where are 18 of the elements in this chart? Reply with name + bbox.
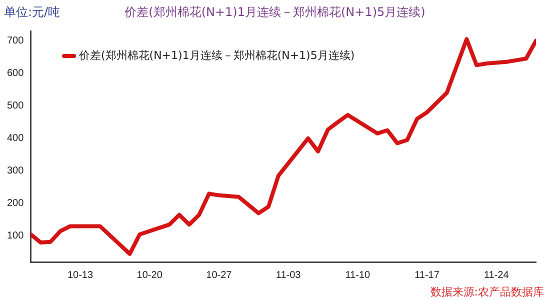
x-tick-label: 11-17 bbox=[414, 270, 440, 281]
y-tick-label: 400 bbox=[6, 133, 24, 144]
y-axis-title: 单位:元/吨 bbox=[4, 4, 60, 21]
y-tick-label: 100 bbox=[6, 230, 24, 242]
x-tick-label: 11-03 bbox=[276, 270, 302, 281]
y-tick-label: 600 bbox=[6, 68, 24, 80]
y-tick-label: 500 bbox=[6, 100, 24, 112]
source-note: 数据来源:农产品数据库 bbox=[430, 285, 544, 298]
x-tick-label: 11-10 bbox=[345, 270, 371, 281]
y-tick-label: 300 bbox=[6, 166, 24, 177]
chart-title: 价差(郑州棉花(N+1)1月连续－郑州棉花(N+1)5月连续) bbox=[124, 5, 426, 19]
legend-label: 价差(郑州棉花(N+1)1月连续－郑州棉花(N+1)5月连续) bbox=[79, 48, 355, 63]
y-tick-label: 200 bbox=[6, 198, 24, 210]
x-tick-label: 11-24 bbox=[484, 270, 510, 281]
x-tick-label: 10-20 bbox=[136, 270, 163, 281]
x-tick-label: 10-13 bbox=[67, 270, 94, 281]
x-tick-label: 10-27 bbox=[206, 270, 232, 281]
y-tick-label: 700 bbox=[6, 36, 24, 47]
